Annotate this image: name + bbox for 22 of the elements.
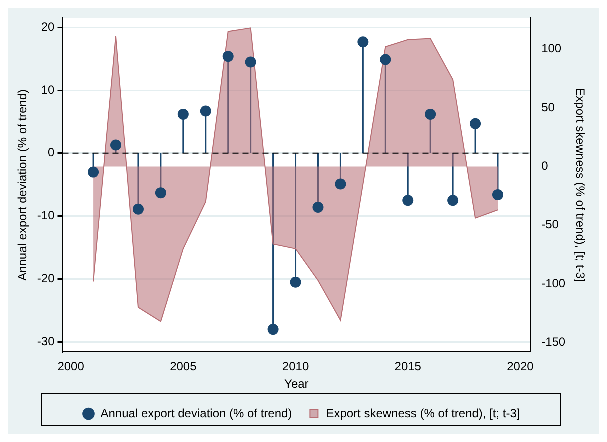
y-axis-title: Annual export deviation (% of trend) <box>16 89 30 281</box>
legend-label: Annual export deviation (% of trend) <box>100 406 292 420</box>
y2-tick-label: 100 <box>542 42 562 56</box>
x-axis-title: Year <box>284 377 309 392</box>
y2-axis-title: Export skewness (% of trend), [t; t-3] <box>573 88 588 282</box>
x-tick-label: 2005 <box>170 360 198 374</box>
x-tick-label: 2020 <box>507 360 534 374</box>
y-tick-label: 0 <box>48 146 56 160</box>
x-tick-label: 2010 <box>282 360 310 374</box>
y-tick-label: -30 <box>37 334 56 348</box>
y2-tick-label: -50 <box>542 218 560 232</box>
legend-label: Export skewness (% of trend), [t; t-3] <box>326 406 520 420</box>
x-tick-label: 2000 <box>58 360 85 374</box>
y2-tick-label: -100 <box>542 276 566 290</box>
y-tick-label: -20 <box>37 272 56 286</box>
y2-tick-label: 0 <box>542 159 549 174</box>
x-tick-label: 2015 <box>394 360 422 374</box>
y2-tick-label: 50 <box>542 100 556 114</box>
y-tick-label: 10 <box>41 82 56 97</box>
y2-tick-label: -150 <box>542 335 566 350</box>
y-tick-label: -10 <box>37 208 56 223</box>
y-tick-label: 20 <box>41 20 56 34</box>
